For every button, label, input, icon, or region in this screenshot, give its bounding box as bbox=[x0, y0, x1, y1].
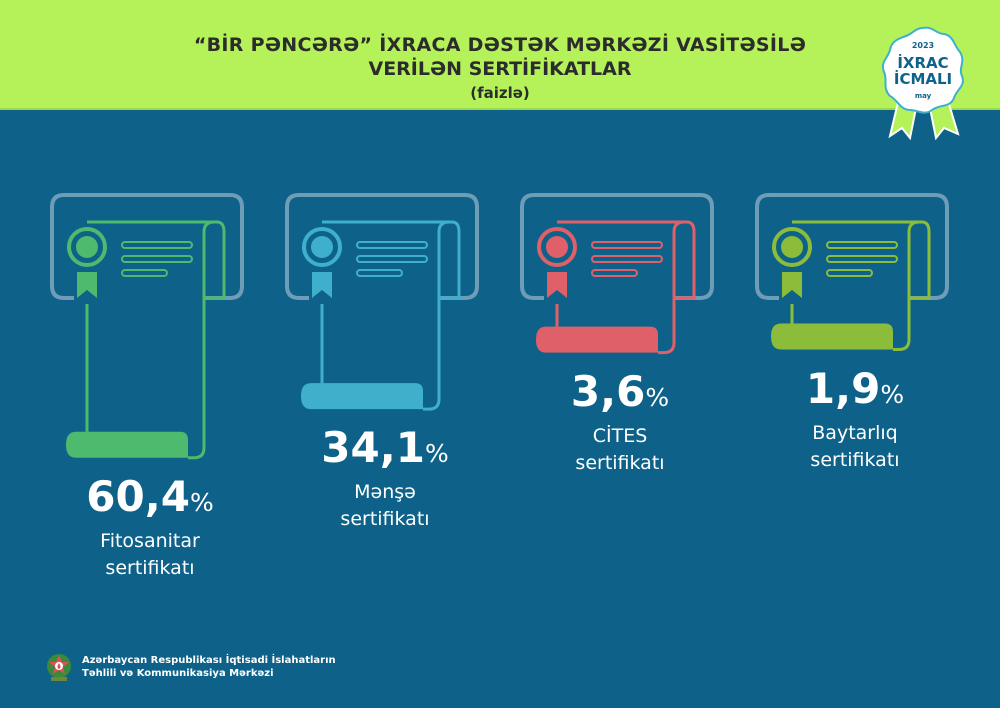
org-line2: Təhlili və Kommunikasiya Mərkəzi bbox=[82, 668, 274, 679]
value-label: 1,9% bbox=[737, 364, 973, 413]
scroll-right-edge bbox=[188, 298, 206, 460]
text-line bbox=[121, 269, 168, 277]
category-label: Mənşə sertifikatı bbox=[267, 479, 503, 533]
percent-sign: % bbox=[189, 487, 214, 517]
scroll-right-edge bbox=[658, 298, 676, 355]
printer-frame bbox=[755, 193, 949, 300]
percent-sign: % bbox=[880, 379, 905, 409]
ribbon-icon bbox=[312, 272, 332, 298]
badge-line2: İCMALI bbox=[894, 69, 952, 88]
category-label-line: sertifikatı bbox=[105, 556, 195, 579]
text-line bbox=[121, 241, 193, 249]
badge-year: 2023 bbox=[912, 41, 934, 50]
seal-center bbox=[76, 236, 98, 258]
value-label: 60,4% bbox=[32, 472, 268, 521]
scroll-curl bbox=[792, 220, 931, 300]
text-line bbox=[591, 241, 663, 249]
printer-frame bbox=[520, 193, 714, 300]
scroll-roll-bar bbox=[536, 326, 658, 353]
text-line bbox=[356, 269, 403, 277]
text-line bbox=[826, 269, 873, 277]
text-line bbox=[591, 255, 663, 263]
category-label: Fitosanitar sertifikatı bbox=[32, 528, 268, 582]
category-label-line: sertifikatı bbox=[340, 508, 430, 531]
value-number: 60,4 bbox=[86, 471, 190, 521]
title-line2: VERİLƏN SERTİFİKATLAR bbox=[368, 58, 632, 80]
badge-line1: İXRAC bbox=[897, 53, 948, 72]
scroll-roll-bar bbox=[771, 323, 893, 350]
footer-org: Azərbaycan Respublikası İqtisadi İslahat… bbox=[46, 652, 336, 682]
percent-sign: % bbox=[645, 382, 670, 412]
category-label-line: Fitosanitar bbox=[100, 529, 200, 552]
scroll-curl bbox=[557, 220, 696, 300]
category-label-line: Mənşə bbox=[354, 481, 416, 504]
text-line bbox=[356, 241, 428, 249]
percent-sign: % bbox=[424, 439, 449, 469]
header-banner: “BİR PƏNCƏRƏ” İXRACA DƏSTƏK MƏRKƏZİ VASİ… bbox=[0, 0, 1000, 110]
value-number: 3,6 bbox=[570, 366, 646, 416]
category-label: Baytarlıq sertifikatı bbox=[737, 420, 973, 474]
scroll-curl bbox=[87, 220, 226, 300]
category-label-line: Baytarlıq bbox=[812, 421, 898, 444]
seal-center bbox=[781, 236, 803, 258]
printer-frame bbox=[285, 193, 479, 300]
text-line bbox=[591, 269, 638, 277]
ribbon-icon bbox=[782, 272, 802, 298]
text-line bbox=[826, 241, 898, 249]
value-label: 34,1% bbox=[267, 423, 503, 472]
category-label-line: sertifikatı bbox=[810, 448, 900, 471]
scroll-roll-bar bbox=[66, 431, 188, 458]
scroll-curl bbox=[322, 220, 461, 300]
value-number: 34,1 bbox=[321, 423, 425, 473]
seal-center bbox=[546, 236, 568, 258]
printer-frame bbox=[50, 193, 244, 300]
scroll-roll-bar bbox=[301, 383, 423, 410]
org-line1: Azərbaycan Respublikası İqtisadi İslahat… bbox=[82, 655, 336, 666]
ribbon-icon bbox=[77, 272, 97, 298]
title-line1: “BİR PƏNCƏRƏ” İXRACA DƏSTƏK MƏRKƏZİ VASİ… bbox=[193, 34, 807, 56]
seal-center bbox=[311, 236, 333, 258]
category-label-line: CİTES bbox=[592, 424, 648, 447]
category-label-line: sertifikatı bbox=[575, 451, 665, 474]
value-number: 1,9 bbox=[805, 363, 881, 413]
text-line bbox=[826, 255, 898, 263]
text-line bbox=[121, 255, 193, 263]
state-emblem-icon bbox=[47, 654, 71, 681]
badge-month: may bbox=[915, 92, 932, 100]
text-line bbox=[356, 255, 428, 263]
subtitle: (faizlə) bbox=[470, 84, 530, 102]
category-label: CİTES sertifikatı bbox=[502, 423, 738, 477]
ribbon-icon bbox=[547, 272, 567, 298]
ixrac-icmali-badge: 2023 İXRAC İCMALI may bbox=[881, 26, 964, 141]
value-label: 3,6% bbox=[502, 367, 738, 416]
scroll-right-edge bbox=[423, 298, 441, 411]
scroll-right-edge bbox=[893, 298, 911, 352]
